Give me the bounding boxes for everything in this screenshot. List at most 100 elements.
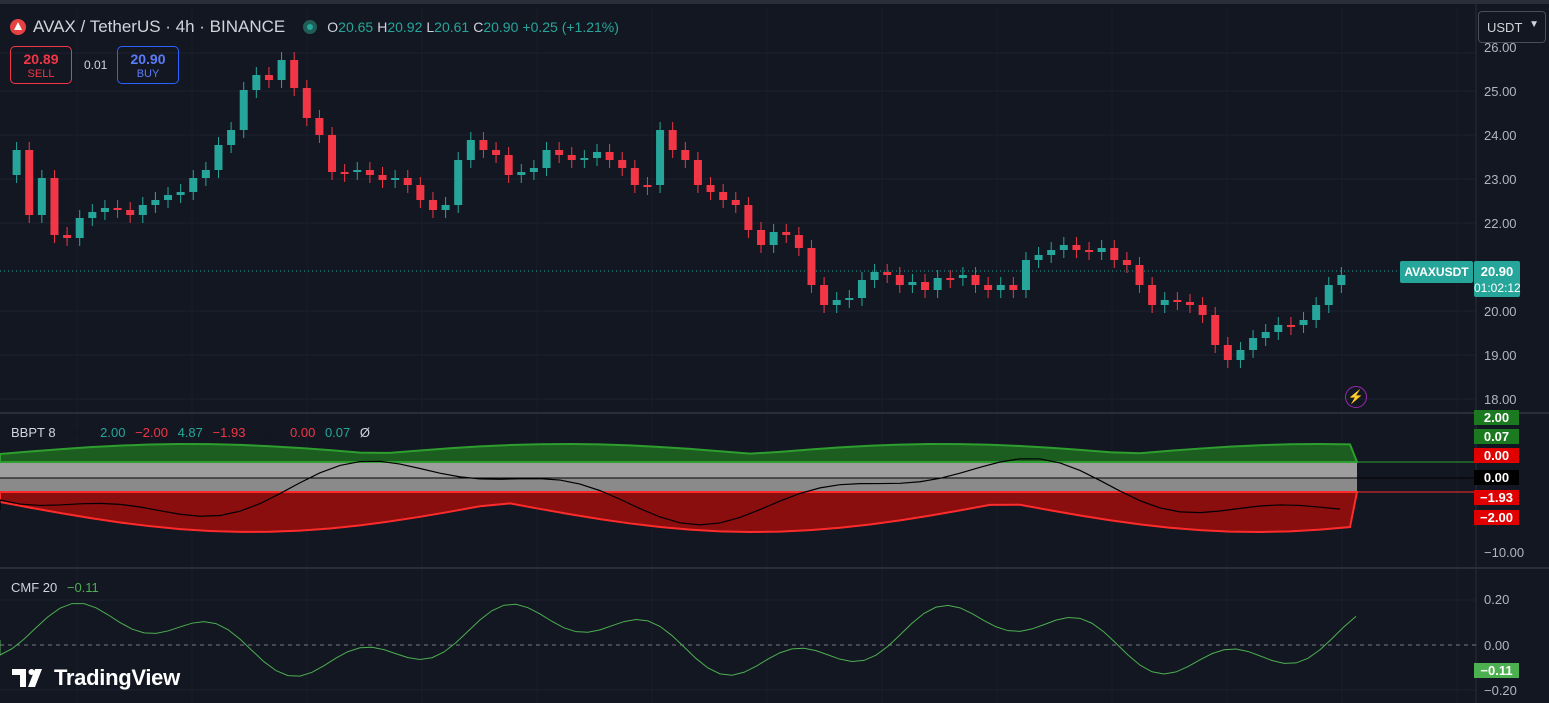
cmf-value: −0.11 (66, 580, 99, 595)
bbpt-value: 0.07 (324, 425, 351, 440)
bbpt-upper-band (0, 462, 1357, 478)
candle-body (1034, 255, 1043, 260)
spread-value: 0.01 (84, 58, 108, 72)
candle-body (567, 155, 576, 160)
candle-body (1261, 332, 1270, 338)
candle-body (1072, 245, 1081, 250)
cmf-indicator (0, 603, 1476, 677)
candle-body (252, 75, 261, 90)
candle-body (857, 280, 866, 298)
candle-body (365, 170, 374, 175)
candle-body (63, 235, 72, 238)
status-dot-icon (303, 20, 318, 34)
cmf-legend[interactable]: CMF 20 −0.11 (11, 580, 105, 595)
candle-body (946, 278, 955, 280)
last-price-tag: 20.90 01:02:12 (1474, 261, 1521, 297)
candle-body (971, 275, 980, 285)
candle-body (757, 230, 766, 245)
cmf-axis-label: −0.20 (1484, 683, 1517, 698)
pane-separators (0, 412, 1549, 569)
candle-body (921, 282, 930, 290)
currency-select[interactable]: USDT ▼ (1478, 11, 1546, 43)
ohlc-open: O20.65 (327, 19, 374, 35)
candle-body (189, 178, 198, 192)
candle-body (138, 205, 147, 215)
candle-body (592, 152, 601, 158)
candle-body (164, 195, 173, 200)
candle-body (277, 60, 286, 80)
candle-body (769, 232, 778, 245)
candle-body (428, 200, 437, 210)
price-axis-label: 26.00 (1484, 40, 1517, 55)
candle-body (416, 185, 425, 200)
candle-body (25, 150, 34, 215)
candle-body (618, 160, 627, 168)
candle-body (37, 178, 46, 215)
avax-coin-icon (10, 19, 26, 35)
candle-body (239, 90, 248, 130)
buy-button[interactable]: 20.90 BUY (117, 46, 179, 84)
candle-body (996, 285, 1005, 290)
candle-body (50, 178, 59, 235)
last-price: 20.90 (1480, 264, 1514, 279)
bbpt-axis-zero-red: 0.00 (1474, 448, 1519, 463)
bbpt-upper-area (0, 442, 1359, 463)
candle-body (492, 150, 501, 155)
candle-body (933, 278, 942, 290)
candle-body (75, 218, 84, 238)
candle-body (1198, 305, 1207, 315)
candle-body (328, 135, 337, 172)
candle-body (1337, 275, 1346, 285)
ohlc-low: L20.61 (426, 19, 470, 35)
bbpt-name: BBPT 8 (11, 425, 56, 440)
bbpt-legend[interactable]: BBPT 8 0.00 2.00 −2.00 4.87 −1.93 2.94 0… (11, 425, 376, 440)
candle-body (88, 212, 97, 218)
candle-body (353, 170, 362, 172)
flash-icon[interactable]: ⚡ (1345, 386, 1367, 408)
brand-name: TradingView (54, 665, 180, 690)
candle-body (1021, 260, 1030, 290)
tradingview-logo-icon (12, 669, 42, 687)
bbpt-axis-zero: 0.00 (1474, 470, 1519, 485)
candle-body (1223, 345, 1232, 360)
candle-body (1324, 285, 1333, 305)
candle-body (264, 75, 273, 80)
candle-body (1312, 305, 1321, 320)
candle-body (12, 150, 21, 175)
candle-body (668, 130, 677, 150)
tradingview-logo[interactable]: TradingView (12, 665, 180, 691)
candle-body (870, 272, 879, 280)
candle-body (1009, 285, 1018, 290)
bbpt-axis-min: −10.00 (1484, 545, 1525, 560)
candle-body (403, 178, 412, 185)
symbol-legend[interactable]: AVAX / TetherUS · 4h · BINANCE O20.65 H2… (10, 16, 619, 38)
candle-body (126, 210, 135, 215)
candle-body (466, 140, 475, 160)
bbpt-oscillator-line (0, 458, 1341, 526)
cmf-axis-label: 0.00 (1484, 638, 1510, 653)
candle-body (1211, 315, 1220, 345)
candle-body (807, 248, 816, 285)
candle-body (643, 185, 652, 187)
candle-body (1236, 350, 1245, 360)
candle-body (1085, 250, 1094, 252)
bbpt-value: Ø (359, 425, 370, 440)
price-axis-label: 23.00 (1484, 172, 1517, 187)
buy-price: 20.90 (130, 51, 166, 67)
candle-body (391, 178, 400, 180)
price-change: +0.25 (+1.21%) (522, 19, 619, 35)
bbpt-axis-top: 2.00 (1474, 410, 1519, 425)
candle-body (832, 300, 841, 305)
candle-body (504, 155, 513, 175)
candle-body (731, 200, 740, 205)
candle-body (794, 235, 803, 248)
candle-body (681, 150, 690, 160)
candle-body (630, 168, 639, 185)
symbol-title[interactable]: AVAX / TetherUS · 4h · BINANCE (33, 17, 286, 36)
bbpt-value: −1.93 (212, 425, 246, 440)
candle-body (315, 118, 324, 135)
sell-button[interactable]: 20.89 SELL (10, 46, 72, 84)
cmf-name: CMF 20 (11, 580, 58, 595)
candle-body (984, 285, 993, 290)
